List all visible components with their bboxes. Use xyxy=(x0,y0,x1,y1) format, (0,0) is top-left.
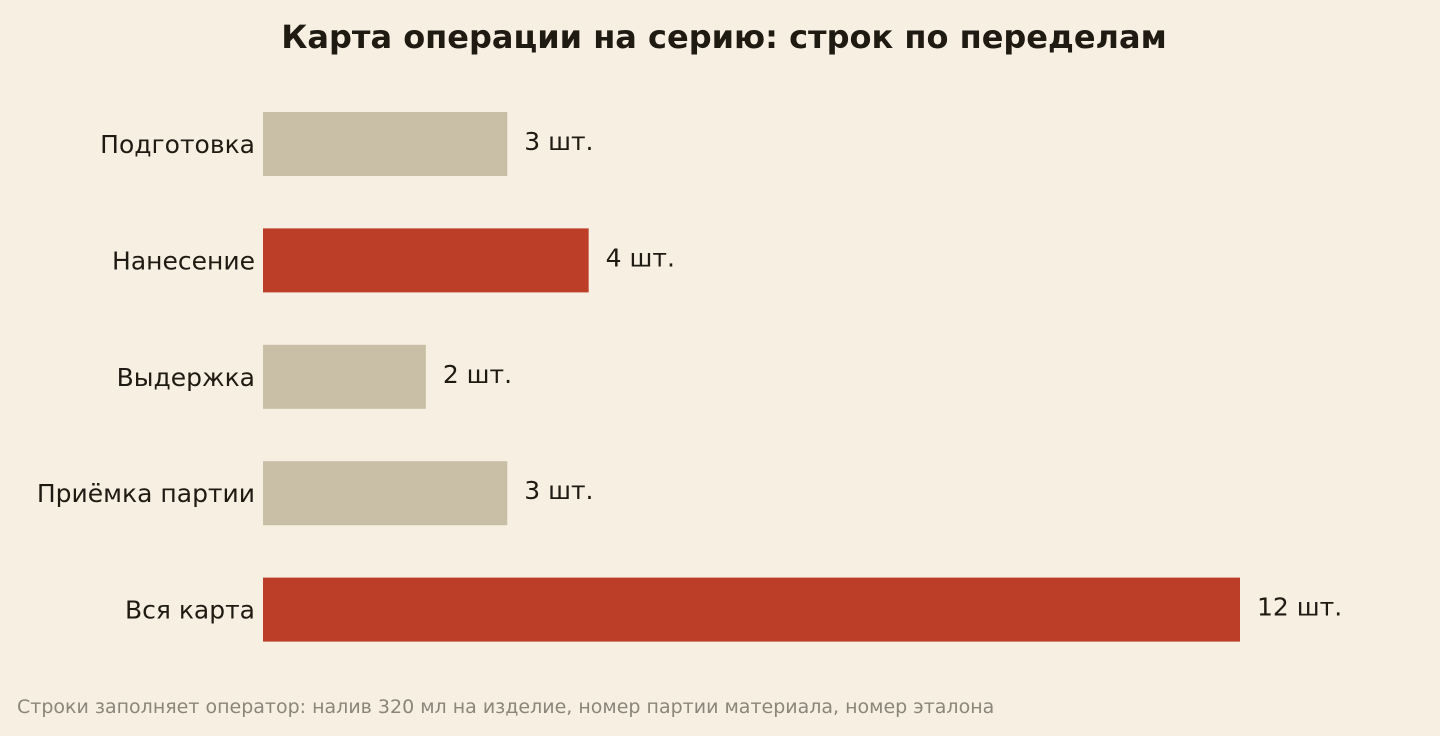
value-label-4: 3 шт. xyxy=(524,476,593,505)
category-label-1: Подготовка xyxy=(100,130,255,159)
category-label-5: Вся карта xyxy=(125,596,255,625)
chart-footnote: Строки заполняет оператор: налив 320 мл … xyxy=(17,696,995,718)
chart-title: Карта операции на серию: строк по переде… xyxy=(281,18,1167,56)
category-label-4: Приёмка партии xyxy=(37,479,255,508)
bar-4 xyxy=(263,461,508,526)
bar-3 xyxy=(263,344,426,409)
category-label-2: Нанесение xyxy=(112,246,255,275)
value-label-2: 4 шт. xyxy=(606,243,675,272)
category-label-3: Выдержка xyxy=(117,363,255,392)
bar-5 xyxy=(263,577,1240,642)
bar-1 xyxy=(263,112,508,176)
value-label-3: 2 шт. xyxy=(443,360,512,389)
bar-2 xyxy=(263,228,589,293)
value-label-1: 3 шт. xyxy=(524,127,593,156)
value-label-5: 12 шт. xyxy=(1257,593,1342,622)
